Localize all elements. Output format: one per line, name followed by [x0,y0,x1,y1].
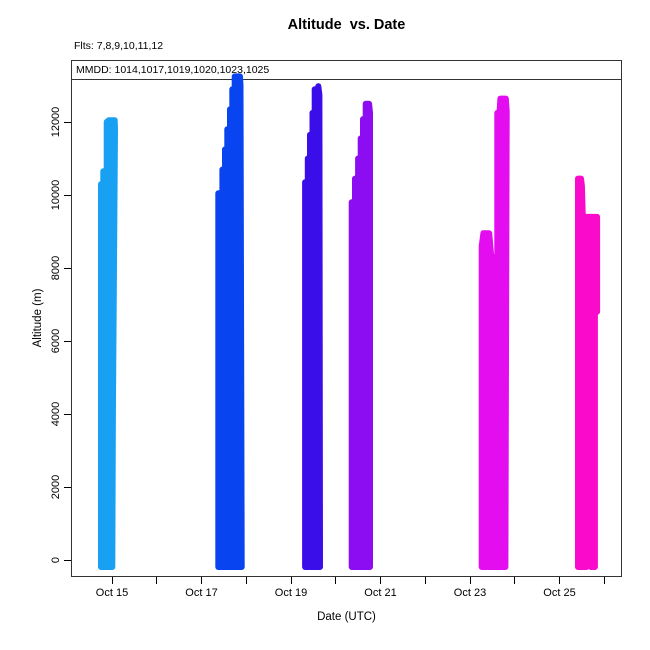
x-axis-tick [290,577,292,584]
chart-title: Altitude vs. Date [287,17,406,33]
flight-9-mmdd-1019-profile [302,83,323,570]
mmdd-legend: MMDD: 1014,1017,1019,1020,1023,1025 [72,61,621,80]
x-axis-tick [335,577,337,584]
y-axis-tick-label: 6000 [50,328,62,354]
x-axis-tick-label: Oct 17 [185,587,218,599]
flight-7-mmdd-1014-profile [98,117,118,570]
y-axis-title: Altitude (m) [32,288,44,348]
flight-10-mmdd-1020-profile [348,100,373,570]
x-axis-tick-label: Oct 15 [95,587,129,599]
x-axis-tick-label: Oct 21 [364,587,397,599]
y-axis-tick-label: 2000 [50,474,62,500]
y-axis-tick [64,121,71,123]
y-axis-tick-label: 10000 [50,179,62,211]
flight-altitude-series [98,73,601,570]
flight-8-mmdd-1017-profile [215,73,245,570]
y-axis-tick-label: 4000 [50,401,62,427]
y-axis-tick [64,559,71,561]
y-axis-tick-label: 8000 [50,255,62,281]
y-axis-tick [64,413,71,415]
y-axis-tick-label: 0 [50,556,62,564]
x-axis-tick [559,577,560,584]
x-axis-title: Date (UTC) [317,611,376,623]
x-axis-tick-label: Oct 19 [274,587,308,599]
flight-12-mmdd-1025-profile [575,175,601,570]
y-axis-tick [64,194,71,196]
x-axis-tick [380,577,381,584]
flight-numbers-note: Flts: 7,8,9,10,11,12 [74,40,164,52]
y-axis-tick [64,340,71,342]
y-axis-tick [64,267,71,269]
x-axis-tick [245,577,247,584]
x-axis-tick [424,577,426,584]
flight-11-mmdd-1023-profile [478,95,510,570]
x-axis-tick [201,577,202,584]
x-axis-tick [514,577,516,584]
y-axis-tick-label: 12000 [50,106,62,138]
x-axis-tick-label: Oct 25 [543,587,576,599]
y-axis-tick [64,486,71,488]
x-axis-tick [469,577,471,584]
x-axis-tick [603,577,605,584]
x-axis-tick [156,577,158,584]
x-axis-tick [111,577,113,584]
plot-area: MMDD: 1014,1017,1019,1020,1023,1025 [71,60,622,577]
x-axis-tick-label: Oct 23 [453,587,487,599]
